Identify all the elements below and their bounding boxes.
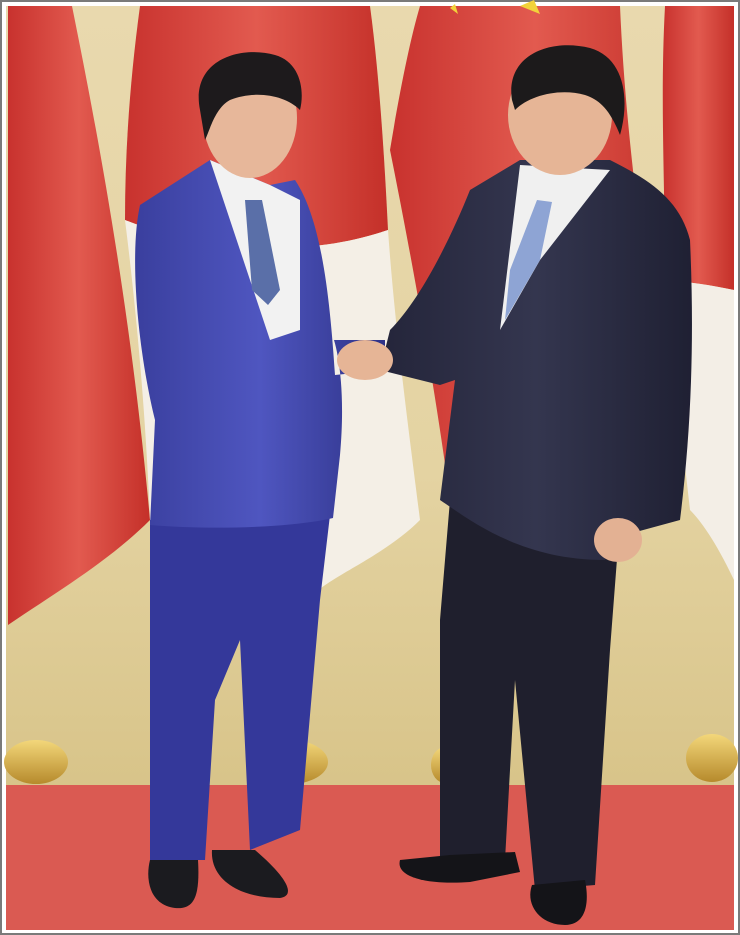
flag-base xyxy=(686,734,738,782)
tie xyxy=(505,200,552,320)
hands xyxy=(337,340,393,380)
shirt xyxy=(500,165,610,330)
shoe xyxy=(211,850,288,898)
trousers xyxy=(440,500,620,890)
hair xyxy=(511,45,625,135)
shoe xyxy=(148,860,199,909)
shoe xyxy=(399,852,520,883)
carpet xyxy=(6,785,734,930)
hand xyxy=(594,518,642,562)
shoe xyxy=(530,880,587,925)
flag-star xyxy=(450,0,540,14)
flag xyxy=(8,6,150,625)
jacket xyxy=(135,160,385,528)
hair xyxy=(198,52,302,140)
tie xyxy=(245,200,280,305)
flag-base xyxy=(4,740,68,784)
trousers xyxy=(150,515,330,860)
jacket xyxy=(380,160,692,560)
